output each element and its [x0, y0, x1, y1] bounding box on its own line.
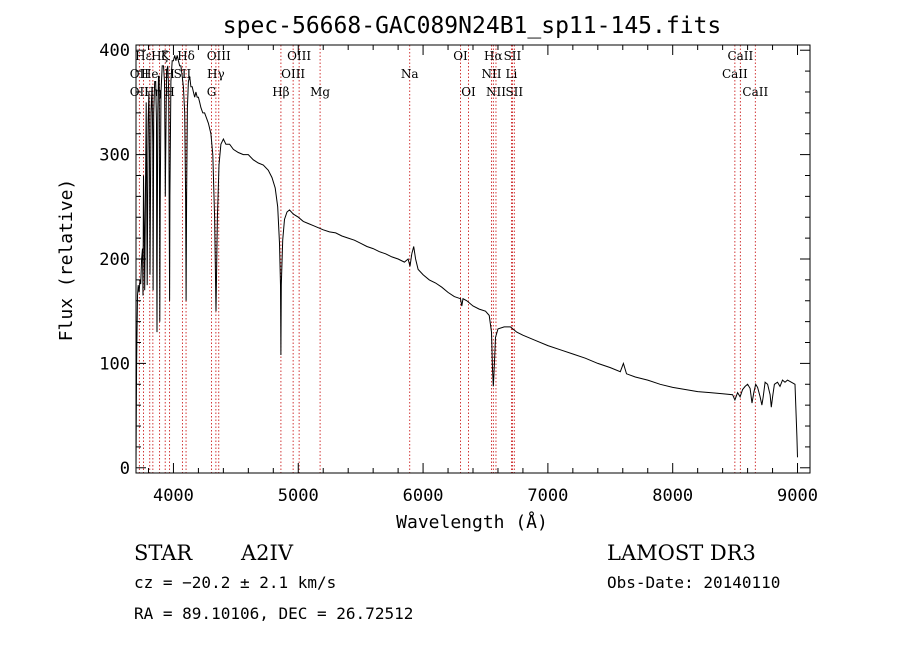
spectral-line-label: Li	[506, 67, 518, 81]
spectral-line-label: SII	[174, 67, 192, 81]
spectral-line-label: G	[207, 85, 217, 99]
plot-frame	[135, 44, 811, 474]
spectral-line-label: Hδ	[177, 49, 195, 63]
line-markers	[138, 45, 756, 473]
spectral-line-label: SII	[504, 49, 522, 63]
y-tick-label: 0	[120, 459, 130, 479]
x-tick-label: 4000	[153, 486, 194, 506]
y-tick-label: 400	[99, 41, 130, 61]
coordinates: RA = 89.10106, DEC = 26.72512	[134, 604, 413, 623]
object-subclass: A2IV	[240, 541, 294, 565]
spectral-line-label: NII	[486, 85, 506, 99]
redshift-cz: cz = −20.2 ± 2.1 km/s	[134, 573, 336, 592]
spectral-line-label: Hα	[484, 49, 503, 63]
spectral-line-label: Hβ	[272, 85, 289, 99]
spectral-line-label: Hε	[135, 49, 152, 63]
spectral-line-label: Hγ	[207, 67, 225, 81]
x-tick-label: 9000	[777, 486, 818, 506]
x-axis-label: Wavelength (Å)	[396, 511, 548, 533]
spectral-line-label: CaII	[742, 85, 768, 99]
spectral-line-label: NII	[481, 67, 501, 81]
y-tick-label: 100	[99, 354, 130, 374]
x-tick-label: 7000	[527, 486, 568, 506]
spectrum-line	[135, 55, 798, 468]
spectral-line-label: CaII	[722, 67, 748, 81]
chart-title: spec-56668-GAC089N24B1_sp11-145.fits	[223, 13, 722, 39]
spectral-line-label: SII	[505, 85, 523, 99]
spectral-line-label: H	[164, 85, 174, 99]
spectral-line-label: OIII	[281, 67, 305, 81]
x-axis: 4000 5000 6000 7000 8000 9000	[147, 45, 818, 506]
spectral-line-label: OI	[453, 49, 468, 63]
spectral-line-label: K	[161, 49, 171, 63]
spectral-line-label: Na	[401, 67, 419, 81]
spectral-line-label: Mg	[310, 85, 330, 99]
x-tick-label: 8000	[652, 486, 693, 506]
spectral-line-label: OI	[461, 85, 476, 99]
spectral-line-label: CaII	[727, 49, 753, 63]
survey-name: LAMOST DR3	[607, 541, 756, 565]
spectral-line-label: He	[141, 67, 159, 81]
spectral-line-label: OIII	[287, 49, 311, 63]
object-type: STAR	[134, 541, 193, 565]
spectral-line-label: OII	[130, 67, 150, 81]
x-tick-label: 6000	[403, 486, 444, 506]
x-tick-label: 5000	[278, 486, 319, 506]
spectral-line-label: Hζ	[151, 49, 168, 63]
observation-date: Obs-Date: 20140110	[607, 573, 780, 592]
y-tick-label: 300	[99, 146, 130, 166]
spectral-line-label: H	[164, 67, 174, 81]
y-axis: 0 100 200 300 400	[99, 41, 810, 479]
y-axis-label: Flux (relative)	[56, 179, 77, 342]
y-tick-label: 200	[99, 250, 130, 270]
spectral-line-label: OIII	[207, 49, 231, 63]
